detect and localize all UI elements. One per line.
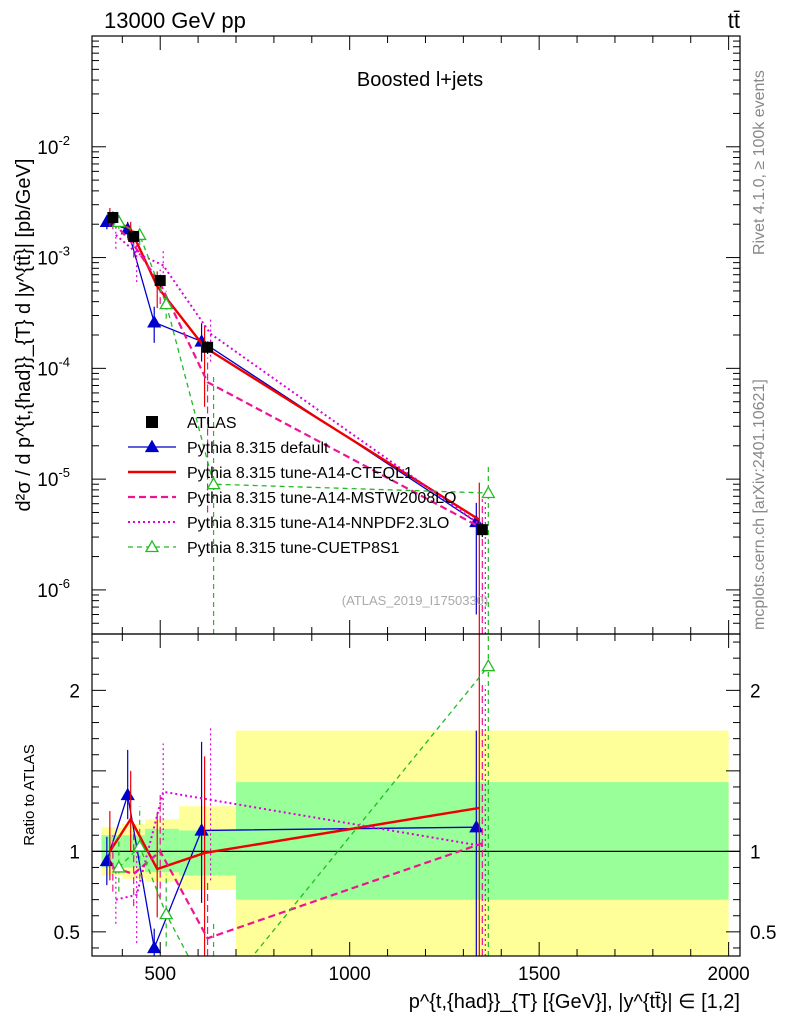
data-point — [154, 275, 166, 287]
series-line — [112, 221, 483, 530]
ratio-ylabel: Ratio to ATLAS — [21, 744, 38, 845]
ratio-panel-frame — [91, 633, 741, 957]
header-right: tt̄ — [728, 8, 740, 33]
legend: ATLAS Pythia 8.315 default Pythia 8.315 tu… — [128, 415, 456, 557]
y-tick-label: 10-6 — [37, 576, 70, 602]
legend-label: Pythia 8.315 tune-A14-CTEQL1 — [187, 465, 413, 482]
legend-label: Pythia 8.315 tune-A14-MSTW2008LO — [187, 490, 456, 507]
ratio-series-4 — [115, 685, 486, 956]
y-tick-label: 2 — [69, 681, 80, 702]
x-tick-label: 1500 — [518, 964, 560, 985]
ratio-series-5 — [111, 634, 496, 1009]
legend-label: Pythia 8.315 tune-CUETP8S1 — [187, 540, 400, 557]
series-line — [115, 234, 486, 530]
legend-marker — [144, 539, 160, 553]
y-tick-label-right: 2 — [750, 681, 761, 702]
data-point — [128, 230, 140, 242]
data-point — [147, 940, 162, 954]
ratio-series-1 — [99, 730, 484, 956]
legend-label: ATLAS — [187, 415, 237, 432]
data-point — [208, 998, 220, 1009]
data-point — [159, 906, 174, 920]
data-point — [111, 860, 126, 873]
legend-marker — [144, 439, 160, 453]
series-4 — [115, 224, 486, 634]
x-axis-label: p^{t,{had}}_{T} [{GeV}], |y^{tt̄}| ∈ [1,… — [409, 991, 740, 1013]
ratio-series-2 — [108, 634, 480, 956]
y-tick-label-right: 1 — [750, 842, 761, 863]
data-point — [159, 296, 174, 310]
mcplots-label: mcplots.cern.ch [arXiv:2401.10621] — [751, 379, 768, 630]
ratio-panel: 0.5 0.5 1 1 2 2 500 1000 1500 2000 Ratio to ATLAS… — [21, 633, 776, 1013]
series-5 — [111, 213, 496, 634]
series-3 — [112, 213, 483, 634]
upper-series-group — [99, 208, 496, 634]
x-tick-label: 2000 — [707, 964, 749, 985]
y-tick-exponent: -4 — [58, 354, 70, 369]
data-point — [481, 658, 496, 672]
data-point — [132, 839, 147, 852]
ratio-series-3 — [112, 682, 483, 956]
y-tick-exponent: -6 — [58, 576, 70, 591]
analysis-watermark: (ATLAS_2019_I1750330) — [342, 593, 488, 608]
y-tick-label: 10-3 — [37, 244, 70, 270]
y-tick-label: 10-2 — [37, 133, 70, 159]
data-point — [476, 524, 488, 536]
y-tick-exponent: -5 — [58, 465, 70, 480]
legend-marker — [146, 416, 158, 428]
data-point — [147, 315, 162, 328]
data-point — [120, 787, 135, 801]
main-ylabel: d²σ / d p^{t,{had}}_{T} d |y^{tt̄}| [pb/… — [13, 159, 35, 512]
rivet-label: Rivet 4.1.0, ≥ 100k events — [751, 70, 768, 255]
y-tick-exponent: -3 — [58, 244, 70, 259]
legend-label: Pythia 8.315 default — [187, 440, 329, 457]
header-left: 13000 GeV pp — [104, 8, 246, 33]
lower-series-group — [92, 634, 740, 1009]
ratio-line — [108, 806, 480, 871]
uncertainty-band-green — [145, 828, 180, 873]
data-point — [107, 211, 119, 223]
x-tick-label: 500 — [144, 964, 176, 985]
main-title: Boosted l+jets — [357, 69, 483, 91]
main-panel: 10-6 10-5 10-4 10-3 10-2 Boosted l+jets (ATL… — [13, 35, 741, 635]
y-tick-label: 0.5 — [54, 923, 80, 944]
legend-label: Pythia 8.315 tune-A14-NNPDF2.3LO — [187, 515, 449, 532]
data-point — [206, 476, 221, 490]
x-tick-label: 1000 — [329, 964, 371, 985]
y-tick-label-right: 0.5 — [750, 923, 776, 944]
atlas-series — [107, 211, 488, 538]
y-tick-exponent: -2 — [58, 133, 70, 148]
y-tick-label: 10-5 — [37, 465, 70, 491]
y-tick-label: 10-4 — [37, 354, 70, 380]
data-point — [481, 485, 496, 499]
data-point — [202, 341, 214, 353]
y-tick-label: 1 — [69, 842, 80, 863]
ratio-line — [112, 842, 483, 940]
series-2 — [109, 208, 480, 634]
